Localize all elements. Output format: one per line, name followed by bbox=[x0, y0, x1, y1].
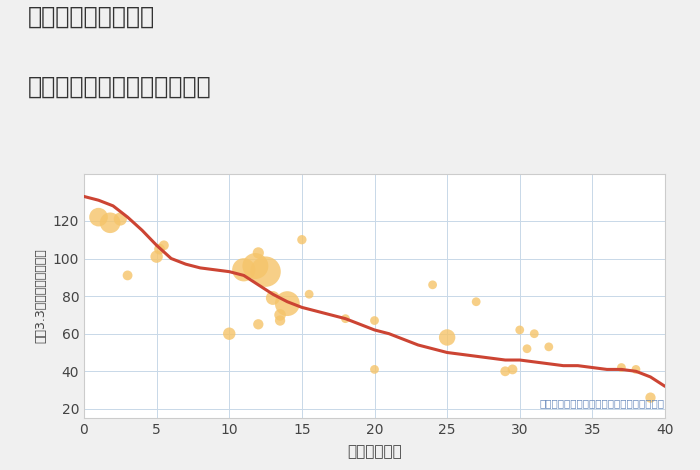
X-axis label: 築年数（年）: 築年数（年） bbox=[347, 444, 402, 459]
Point bbox=[104, 219, 116, 227]
Point bbox=[296, 236, 307, 243]
Point bbox=[631, 366, 642, 373]
Point bbox=[507, 366, 518, 373]
Point bbox=[470, 298, 482, 306]
Point bbox=[122, 272, 133, 279]
Point bbox=[253, 321, 264, 328]
Point bbox=[238, 266, 249, 274]
Point bbox=[250, 262, 261, 270]
Point bbox=[500, 368, 511, 375]
Point bbox=[616, 364, 627, 371]
Point bbox=[260, 268, 271, 275]
Point bbox=[93, 213, 104, 221]
Point bbox=[274, 317, 286, 324]
Point bbox=[427, 281, 438, 289]
Point bbox=[340, 315, 351, 322]
Text: 奈良県奈良市右京の: 奈良県奈良市右京の bbox=[28, 5, 155, 29]
Point bbox=[274, 311, 286, 319]
Point bbox=[253, 249, 264, 257]
Point bbox=[304, 290, 315, 298]
Point bbox=[543, 343, 554, 351]
Point bbox=[514, 326, 525, 334]
Point bbox=[267, 294, 279, 302]
Point bbox=[369, 317, 380, 324]
Text: 築年数別中古マンション価格: 築年数別中古マンション価格 bbox=[28, 75, 211, 99]
Point bbox=[645, 394, 656, 401]
Point bbox=[115, 215, 126, 223]
Point bbox=[528, 330, 540, 337]
Point bbox=[224, 330, 235, 337]
Point bbox=[522, 345, 533, 352]
Point bbox=[158, 242, 169, 249]
Y-axis label: 坪（3.3㎡）単価（万円）: 坪（3.3㎡）単価（万円） bbox=[34, 249, 47, 344]
Point bbox=[442, 334, 453, 341]
Point bbox=[281, 300, 293, 307]
Point bbox=[369, 366, 380, 373]
Text: 円の大きさは、取引のあった物件面積を示す: 円の大きさは、取引のあった物件面積を示す bbox=[540, 399, 665, 408]
Point bbox=[154, 245, 165, 253]
Point bbox=[151, 253, 162, 260]
